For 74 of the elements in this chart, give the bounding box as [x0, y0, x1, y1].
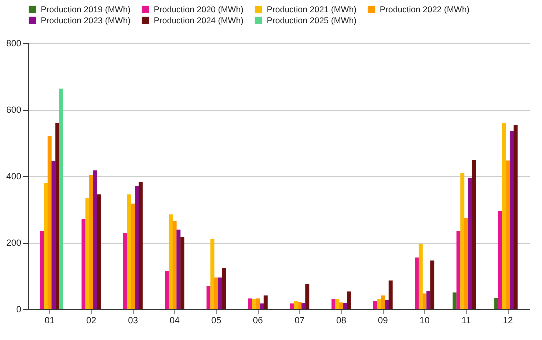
x-tick-label: 11: [462, 316, 472, 326]
bar: [373, 301, 378, 309]
bar: [210, 240, 215, 309]
bar: [514, 125, 518, 309]
legend-label: Production 2023 (MWh): [41, 16, 131, 26]
bar: [456, 231, 461, 309]
bar: [298, 302, 302, 309]
bar: [426, 291, 431, 309]
bar: [381, 296, 386, 309]
bar: [510, 131, 514, 309]
bar: [464, 218, 468, 309]
bar: [93, 170, 98, 309]
bar: [347, 292, 352, 309]
legend-label: Production 2024 (MWh): [154, 16, 244, 26]
bar: [248, 298, 252, 309]
bar: [165, 271, 170, 309]
bar: [131, 204, 136, 309]
bar: [86, 198, 90, 309]
bar: [306, 284, 310, 309]
bar: [97, 194, 102, 309]
x-tick-label: 09: [378, 316, 388, 326]
bar: [180, 237, 185, 309]
bar: [40, 231, 44, 309]
bar: [502, 123, 506, 309]
x-tick-label: 05: [212, 316, 222, 326]
bar: [135, 186, 140, 309]
bar: [214, 278, 219, 309]
bar: [302, 303, 306, 309]
bar: [339, 302, 344, 309]
bar: [56, 123, 60, 309]
bar: [336, 299, 340, 309]
bar: [290, 304, 294, 309]
legend-label: Production 2021 (MWh): [267, 4, 357, 14]
bar: [418, 244, 423, 309]
bar: [59, 88, 64, 309]
bar: [430, 260, 435, 309]
y-tick-label: 400: [6, 172, 22, 182]
bar: [385, 300, 390, 309]
bar: [44, 183, 48, 309]
bar: [388, 280, 393, 309]
x-tick-label: 10: [420, 316, 430, 326]
x-tick-label: 12: [503, 316, 514, 326]
bar: [168, 214, 173, 309]
bar: [256, 298, 260, 309]
bar: [506, 160, 510, 309]
bar: [294, 301, 298, 309]
x-tick-label: 06: [253, 316, 264, 326]
bar: [90, 175, 94, 309]
x-tick-label: 08: [336, 316, 346, 326]
y-tick-label: 600: [6, 105, 22, 115]
legend-label: Production 2022 (MWh): [380, 4, 470, 14]
bar: [472, 160, 476, 309]
bar: [264, 296, 268, 309]
x-tick-label: 03: [128, 316, 138, 326]
bar: [498, 211, 502, 309]
x-tick-label: 02: [86, 316, 97, 326]
y-tick-label: 200: [6, 238, 22, 248]
bar: [138, 182, 143, 309]
bar: [52, 161, 56, 309]
bar: [260, 304, 264, 309]
legend-label: Production 2025 (MWh): [267, 16, 357, 26]
x-tick-label: 04: [170, 316, 180, 326]
y-tick-label: 800: [6, 38, 22, 48]
bar: [176, 230, 181, 309]
bar: [222, 268, 226, 309]
legend-label: Production 2019 (MWh): [41, 4, 131, 14]
x-tick-label: 01: [44, 316, 55, 326]
y-tick-label: 0: [16, 304, 22, 314]
bar: [494, 298, 499, 309]
bar: [460, 173, 465, 309]
bar: [415, 258, 420, 309]
x-tick-label: 07: [294, 316, 305, 326]
bar: [123, 233, 128, 309]
legend-label: Production 2020 (MWh): [154, 4, 244, 14]
